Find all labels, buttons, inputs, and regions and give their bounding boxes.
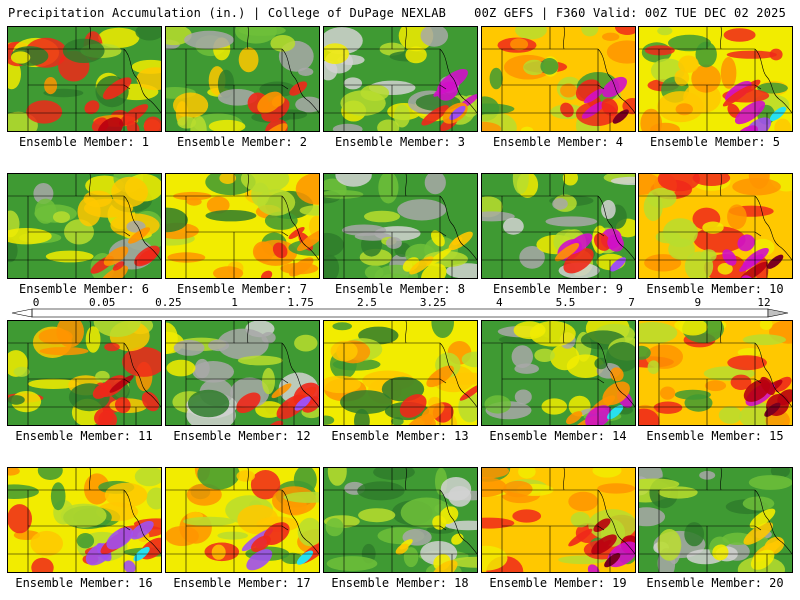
ensemble-member-label: Ensemble Member: 5 [649, 135, 781, 149]
ensemble-member-label: Ensemble Member: 7 [176, 282, 308, 296]
ensemble-map-panel [323, 320, 478, 426]
precipitation-map [8, 468, 161, 572]
color-scale-tick-label: 7 [628, 296, 635, 309]
ensemble-map-panel [7, 26, 162, 132]
ensemble-member-label: Ensemble Member: 13 [331, 429, 469, 443]
precipitation-map [639, 174, 792, 278]
ensemble-map-panel [638, 467, 793, 573]
color-scale-tick-label: 1.75 [287, 296, 314, 309]
map-title: Precipitation Accumulation (in.) | Colle… [8, 6, 447, 20]
precipitation-map [482, 174, 635, 278]
ensemble-member-label: Ensemble Member: 12 [173, 429, 311, 443]
ensemble-member-label: Ensemble Member: 19 [489, 576, 627, 590]
ensemble-member-label: Ensemble Member: 1 [18, 135, 150, 149]
ensemble-map-panel [323, 467, 478, 573]
precipitation-map [482, 27, 635, 131]
ensemble-member-label: Ensemble Member: 17 [173, 576, 311, 590]
color-scale-tick-label: 9 [694, 296, 701, 309]
precipitation-map [166, 27, 319, 131]
ensemble-member-label: Ensemble Member: 4 [492, 135, 624, 149]
ensemble-map-panel [165, 173, 320, 279]
ensemble-map-panel [165, 467, 320, 573]
ensemble-member-label: Ensemble Member: 6 [18, 282, 150, 296]
ensemble-member-label: Ensemble Member: 15 [646, 429, 784, 443]
ensemble-member-label: Ensemble Member: 11 [15, 429, 153, 443]
precipitation-map [324, 321, 477, 425]
precipitation-map [166, 468, 319, 572]
ensemble-map-panel [165, 26, 320, 132]
ensemble-map-panel [7, 320, 162, 426]
precipitation-map [8, 27, 161, 131]
precipitation-map [639, 321, 792, 425]
precipitation-map [324, 468, 477, 572]
ensemble-map-panel [323, 173, 478, 279]
precipitation-map [8, 321, 161, 425]
ensemble-map-panel [481, 173, 636, 279]
color-scale-tick-label: 5.5 [556, 296, 576, 309]
ensemble-map-panel [323, 26, 478, 132]
ensemble-map-panel [481, 26, 636, 132]
ensemble-member-label: Ensemble Member: 8 [334, 282, 466, 296]
precipitation-map [639, 468, 792, 572]
ensemble-member-label: Ensemble Member: 14 [489, 429, 627, 443]
precipitation-map [324, 174, 477, 278]
ensemble-member-label: Ensemble Member: 2 [176, 135, 308, 149]
precipitation-map [166, 174, 319, 278]
color-scale-tick-label: 1 [231, 296, 238, 309]
valid-time-label: 00Z GEFS | F360 Valid: 00Z TUE DEC 02 20… [474, 6, 786, 20]
ensemble-member-label: Ensemble Member: 20 [646, 576, 784, 590]
color-scale-tick-label: 3.25 [420, 296, 447, 309]
precipitation-map [8, 174, 161, 278]
color-scale-tick-label: 0.05 [89, 296, 116, 309]
ensemble-map-panel [7, 173, 162, 279]
ensemble-map-panel [481, 320, 636, 426]
precipitation-map [482, 468, 635, 572]
precipitation-map [482, 321, 635, 425]
color-scale-tick-label: 2.5 [357, 296, 377, 309]
ensemble-member-label: Ensemble Member: 3 [334, 135, 466, 149]
ensemble-map-panel [7, 467, 162, 573]
ensemble-map-panel [165, 320, 320, 426]
precipitation-map [639, 27, 792, 131]
ensemble-map-panel [638, 26, 793, 132]
ensemble-map-panel [481, 467, 636, 573]
ensemble-member-label: Ensemble Member: 18 [331, 576, 469, 590]
ensemble-member-label: Ensemble Member: 9 [492, 282, 624, 296]
precipitation-map [166, 321, 319, 425]
precipitation-map [324, 27, 477, 131]
ensemble-map-panel [638, 173, 793, 279]
ensemble-member-label: Ensemble Member: 10 [646, 282, 784, 296]
color-scale-tick-label: 0.25 [155, 296, 182, 309]
color-scale-bar: 0 0.05 0.25 1 1.75 2.5 3.25 4 5.5 7 9 12 [11, 296, 789, 318]
color-scale-tick-label: 4 [496, 296, 503, 309]
precipitation-color-scale: 0 0.05 0.25 1 1.75 2.5 3.25 4 5.5 7 9 12 [0, 295, 800, 321]
ensemble-member-label: Ensemble Member: 16 [15, 576, 153, 590]
ensemble-map-panel [638, 320, 793, 426]
color-scale-tick-label: 12 [757, 296, 770, 309]
color-scale-tick-label: 0 [33, 296, 40, 309]
